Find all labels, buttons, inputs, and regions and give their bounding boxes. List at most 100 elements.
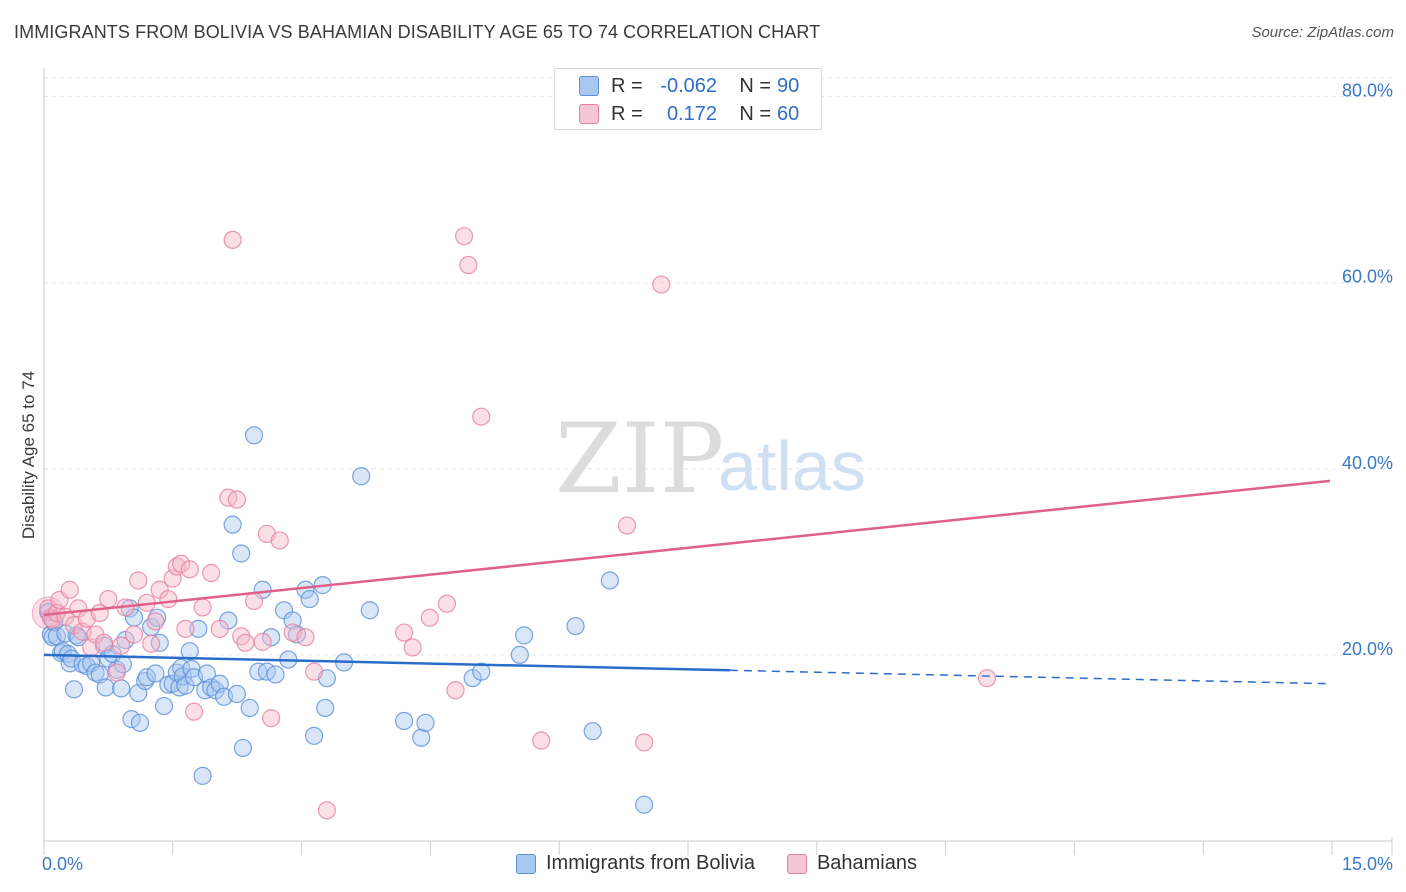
bahamians-point <box>459 255 478 275</box>
bahamians-trend-line <box>43 479 1331 617</box>
bahamians-point <box>304 662 324 681</box>
bolivia-point <box>180 642 199 661</box>
trend-lines <box>43 479 1331 685</box>
bahamians-point <box>652 275 671 294</box>
bolivia-point <box>300 589 319 609</box>
bolivia-point <box>412 728 431 747</box>
source-credit: Source: ZipAtlas.com <box>1251 24 1394 41</box>
bolivia-point <box>240 698 259 718</box>
bahamians-point <box>223 230 242 250</box>
bahamians-point <box>253 632 272 651</box>
y-axis-label: Disability Age 65 to 74 <box>19 371 38 539</box>
bahamians-point <box>176 619 195 638</box>
bahamians-point <box>635 733 654 752</box>
bolivia-trend-line <box>43 653 730 672</box>
bahamians-point <box>112 636 131 655</box>
legend-label-bahamians: Bahamians <box>816 852 917 874</box>
bolivia-point <box>360 601 379 620</box>
stats-row-bolivia: R = -0.062 N = 90 <box>579 73 807 99</box>
bahamians-point <box>236 633 255 652</box>
r-value: 0.172 <box>666 102 717 125</box>
blue-swatch <box>579 76 599 96</box>
bahamians-point <box>94 633 114 652</box>
bolivia-point <box>96 678 115 697</box>
bolivia-point <box>352 467 371 486</box>
grid-lines <box>44 77 1392 656</box>
bolivia-point <box>223 515 242 534</box>
r-label: R = <box>611 74 643 97</box>
axes: 20.0% 40.0% 60.0% 80.0% 0.0% 15.0% <box>42 68 1393 874</box>
bahamians-point <box>184 702 204 721</box>
bahamians-point <box>296 628 315 647</box>
bahamians-point <box>420 608 439 627</box>
bolivia-point <box>566 616 585 636</box>
bahamians-point <box>142 634 161 653</box>
legend-item-bahamians: Bahamians <box>786 852 917 875</box>
bahamians-point <box>977 669 997 688</box>
bahamians-point <box>270 531 289 550</box>
bahamians-point <box>472 407 491 426</box>
bahamians-point <box>99 589 118 609</box>
bolivia-point <box>472 662 491 681</box>
watermark-zip: ZIP <box>555 403 724 515</box>
blue-swatch <box>516 853 536 874</box>
bolivia-point <box>244 426 264 445</box>
watermark: ZIP atlas <box>555 403 866 515</box>
bolivia-point <box>262 628 281 647</box>
n-label: N = <box>739 102 771 125</box>
bolivia-point <box>189 619 208 638</box>
bolivia-point <box>510 645 529 665</box>
bolivia-point <box>64 680 84 699</box>
stats-legend: R = -0.062 N = 90 R = 0.172 N = 60 <box>554 68 822 130</box>
n-value: 90 <box>777 74 800 97</box>
bolivia-point <box>197 664 216 683</box>
bolivia-point <box>146 664 165 683</box>
bolivia-point <box>583 722 602 741</box>
n-label: N = <box>739 74 771 97</box>
bahamians-point <box>107 663 126 682</box>
bahamians-point <box>437 594 457 613</box>
bolivia-point <box>515 626 534 645</box>
bahamians-point <box>146 612 165 631</box>
bahamians-point <box>227 490 246 509</box>
bolivia-point <box>193 766 212 785</box>
bolivia-point <box>304 726 324 745</box>
y-tick-label: 20.0% <box>1342 639 1393 659</box>
bahamians-point <box>454 227 474 246</box>
series-legend: Immigrants from Bolivia Bahamians <box>516 852 949 875</box>
bahamians-point <box>244 591 264 611</box>
bahamians-point <box>60 580 79 599</box>
pink-swatch <box>786 853 807 874</box>
legend-label-bolivia: Immigrants from Bolivia <box>546 852 755 874</box>
bolivia-trend-extension <box>729 669 1331 685</box>
bahamians-point <box>394 623 414 642</box>
bolivia-point <box>600 571 619 590</box>
bolivia-point <box>154 696 174 716</box>
chart-title: IMMIGRANTS FROM BOLIVIA VS BAHAMIAN DISA… <box>14 22 821 42</box>
bolivia-point <box>130 713 150 732</box>
data-points <box>31 227 997 820</box>
bolivia-point <box>635 795 654 814</box>
bolivia-point <box>112 679 131 698</box>
bolivia-point <box>227 684 246 704</box>
bolivia-point <box>266 665 285 684</box>
pink-swatch <box>579 104 599 124</box>
watermark-atlas: atlas <box>718 427 866 505</box>
bahamians-point <box>210 619 229 638</box>
bahamians-point <box>180 560 199 579</box>
r-value: -0.062 <box>660 74 717 97</box>
bahamians-point <box>163 569 182 588</box>
bolivia-point <box>394 711 414 731</box>
bahamians-point <box>193 598 212 617</box>
bahamians-point <box>159 589 178 609</box>
stats-row-bahamians: R = 0.172 N = 60 <box>579 101 807 127</box>
legend-item-bolivia: Immigrants from Bolivia <box>516 852 755 875</box>
bahamians-point <box>446 681 465 700</box>
y-tick-label: 40.0% <box>1342 453 1393 473</box>
bolivia-point <box>232 544 251 563</box>
bahamians-point <box>617 516 637 535</box>
bahamians-point <box>317 801 337 820</box>
bahamians-point <box>124 625 144 644</box>
bahamians-point <box>262 709 281 728</box>
